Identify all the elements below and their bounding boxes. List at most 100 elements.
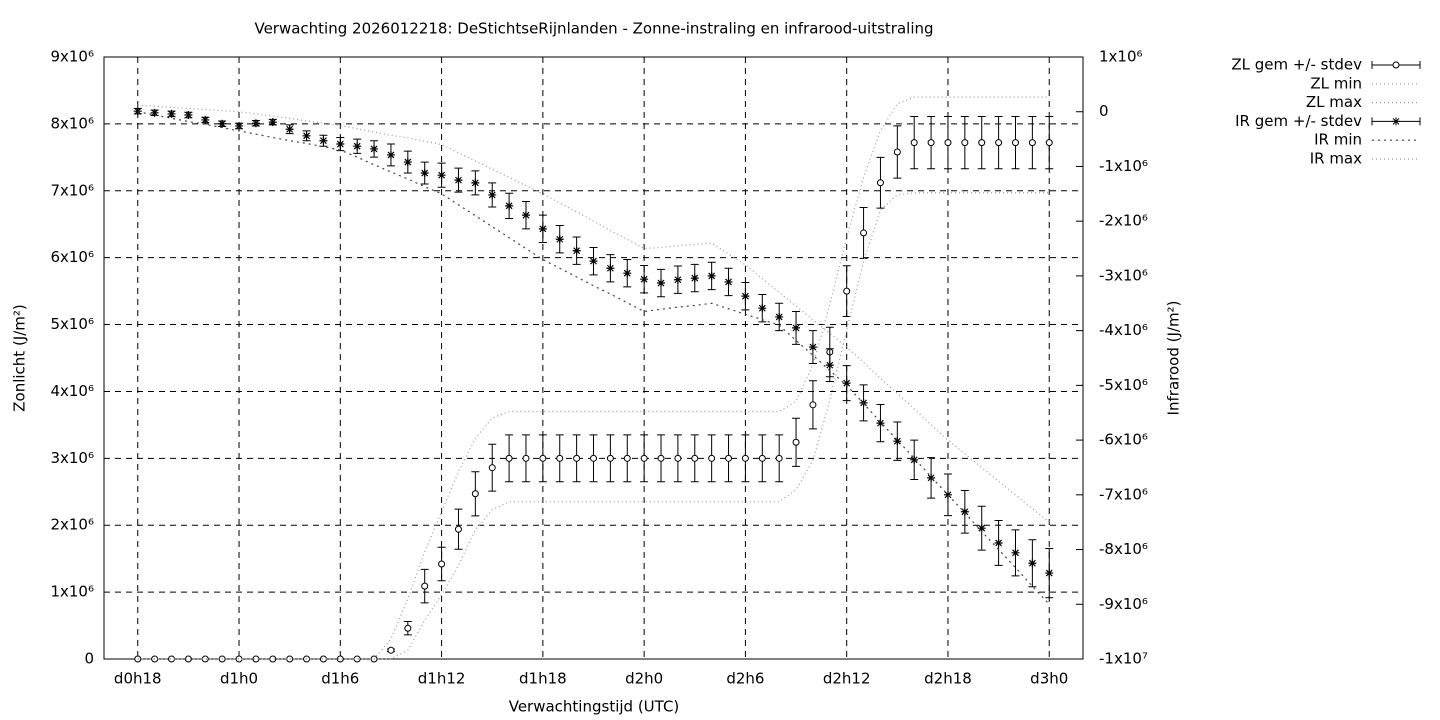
point xyxy=(252,655,260,663)
y2-tick-label: -4x10⁶ xyxy=(1099,321,1148,339)
point xyxy=(522,454,530,462)
x-tick-label: d2h12 xyxy=(823,670,871,688)
point xyxy=(808,343,817,352)
point xyxy=(741,454,749,462)
point xyxy=(184,655,192,663)
point xyxy=(555,235,564,244)
y-tick-label: 7x10⁶ xyxy=(50,181,94,199)
point xyxy=(758,454,766,462)
point xyxy=(235,655,243,663)
point xyxy=(201,115,210,124)
point xyxy=(673,275,682,284)
x-tick-label: d1h0 xyxy=(220,670,258,688)
x-tick-label: d1h18 xyxy=(519,670,567,688)
point xyxy=(1045,139,1053,147)
y2-tick-label: -1x10⁶ xyxy=(1099,157,1148,175)
y-tick-label: 6x10⁶ xyxy=(50,248,94,266)
point xyxy=(690,274,699,283)
point xyxy=(437,171,446,180)
point xyxy=(353,655,361,663)
point xyxy=(960,507,969,516)
series-line xyxy=(137,96,1050,660)
point xyxy=(775,454,783,462)
point xyxy=(201,655,209,663)
point xyxy=(741,292,750,301)
y2-axis-title: Infrarood (J/m²) xyxy=(1165,301,1183,416)
point xyxy=(370,144,379,153)
point xyxy=(319,655,327,663)
point xyxy=(454,525,462,533)
legend-label: ZL min xyxy=(1310,74,1362,92)
point xyxy=(184,111,193,120)
point xyxy=(792,438,800,446)
point xyxy=(505,201,514,210)
point xyxy=(336,655,344,663)
y-tick-label: 3x10⁶ xyxy=(50,449,94,467)
point xyxy=(538,224,547,233)
point xyxy=(268,118,277,127)
point xyxy=(606,454,614,462)
point xyxy=(421,582,429,590)
point xyxy=(977,524,986,533)
point xyxy=(454,176,463,185)
x-tick-label: d2h18 xyxy=(924,670,972,688)
chart-title: Verwachting 2026012218: DeStichtseRijnla… xyxy=(254,20,933,38)
point xyxy=(893,148,901,156)
point xyxy=(286,655,294,663)
y2-tick-label: -9x10⁶ xyxy=(1099,595,1148,613)
x-tick-label: d2h0 xyxy=(625,670,663,688)
point xyxy=(708,454,716,462)
point xyxy=(843,287,851,295)
point xyxy=(657,279,666,288)
y2-tick-label: -6x10⁶ xyxy=(1099,431,1148,449)
point xyxy=(1045,569,1054,578)
y-tick-label: 8x10⁶ xyxy=(50,114,94,132)
point xyxy=(995,139,1003,147)
point xyxy=(353,142,362,151)
point xyxy=(623,454,631,462)
point xyxy=(809,401,817,409)
point xyxy=(674,454,682,462)
legend-label: IR gem +/- stdev xyxy=(1235,112,1362,130)
x-axis-title: Verwachtingstijd (UTC) xyxy=(509,698,680,716)
point xyxy=(488,464,496,472)
point xyxy=(168,655,176,663)
point xyxy=(150,108,159,117)
y2-tick-label: -8x10⁶ xyxy=(1099,540,1148,558)
point xyxy=(403,158,412,167)
y-tick-label: 9x10⁶ xyxy=(50,48,94,66)
point xyxy=(640,454,648,462)
point xyxy=(420,169,429,178)
point xyxy=(842,379,851,388)
point xyxy=(724,277,733,286)
point xyxy=(336,140,345,149)
legend-marker xyxy=(1392,117,1400,126)
point xyxy=(623,269,632,278)
point xyxy=(691,454,699,462)
y2-tick-label: -5x10⁶ xyxy=(1099,376,1148,394)
point xyxy=(471,490,479,498)
point xyxy=(302,131,311,140)
point xyxy=(387,646,395,654)
legend-label: ZL gem +/- stdev xyxy=(1231,56,1362,74)
point xyxy=(910,455,919,464)
x-tick-label: d2h6 xyxy=(726,670,764,688)
point xyxy=(521,211,530,220)
plot-frame xyxy=(103,56,1084,660)
y-axis-title: Zonlicht (J/m²) xyxy=(11,304,29,412)
y-tick-label: 2x10⁶ xyxy=(50,516,94,534)
point xyxy=(386,150,395,159)
x-tick-label: d3h0 xyxy=(1030,670,1068,688)
point xyxy=(961,139,969,147)
point xyxy=(775,312,784,321)
point xyxy=(792,323,801,332)
point xyxy=(589,257,598,266)
point xyxy=(640,275,649,284)
x-tick-label: d0h18 xyxy=(114,670,162,688)
y2-tick-label: -2x10⁶ xyxy=(1099,212,1148,230)
point xyxy=(758,304,767,313)
point xyxy=(876,419,885,428)
point xyxy=(994,538,1003,547)
y-tick-label: 0 xyxy=(84,650,94,668)
point xyxy=(471,178,480,187)
